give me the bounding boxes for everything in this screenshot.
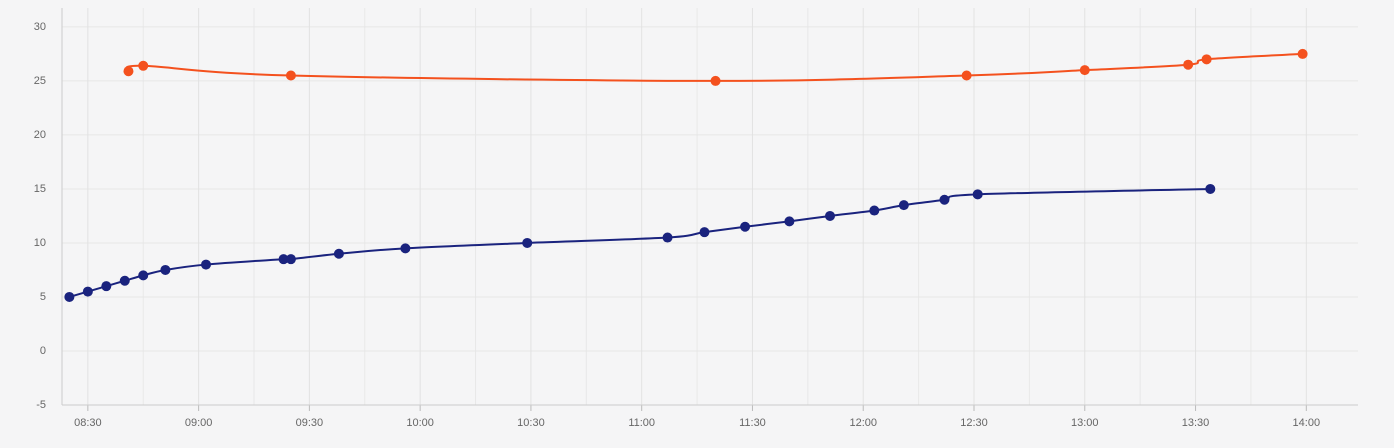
series-line xyxy=(125,52,1303,82)
x-tick-label: 13:30 xyxy=(1182,417,1210,429)
data-point xyxy=(939,194,950,205)
data-point xyxy=(278,254,289,265)
data-point xyxy=(699,227,710,238)
data-point xyxy=(201,259,211,270)
data-point xyxy=(784,216,795,227)
data-point xyxy=(160,264,171,275)
y-tick-label: -5 xyxy=(36,399,46,411)
y-tick-label: 25 xyxy=(34,75,46,87)
data-point xyxy=(740,221,751,232)
data-point xyxy=(1079,65,1090,76)
data-point xyxy=(119,275,130,286)
data-point xyxy=(898,200,909,211)
data-point xyxy=(101,281,112,292)
data-point xyxy=(123,66,134,77)
data-point xyxy=(333,248,344,259)
x-tick-label: 10:30 xyxy=(517,417,545,429)
data-point xyxy=(1183,59,1194,70)
data-point xyxy=(662,232,673,243)
data-point xyxy=(522,237,533,248)
data-point xyxy=(961,70,972,81)
x-tick-label: 09:30 xyxy=(296,417,324,429)
data-point xyxy=(82,286,93,297)
x-tick-label: 11:00 xyxy=(628,417,655,429)
y-tick-label: 10 xyxy=(34,237,46,249)
data-point xyxy=(285,70,296,81)
data-point xyxy=(1205,183,1216,194)
data-point xyxy=(400,243,411,254)
data-point xyxy=(138,270,149,281)
x-tick-label: 11:30 xyxy=(739,417,766,429)
y-tick-label: 5 xyxy=(40,291,46,303)
x-tick-label: 13:00 xyxy=(1071,417,1099,429)
x-tick-label: 12:30 xyxy=(960,417,988,429)
data-point xyxy=(869,205,880,216)
x-tick-label: 12:00 xyxy=(849,417,877,429)
data-point xyxy=(64,291,75,302)
data-point xyxy=(1297,48,1308,59)
x-tick-label: 14:00 xyxy=(1293,417,1321,429)
data-point xyxy=(972,189,983,200)
y-tick-label: 30 xyxy=(34,21,46,33)
y-tick-label: 15 xyxy=(34,183,46,195)
data-point xyxy=(710,75,721,86)
data-point xyxy=(285,254,296,265)
data-point xyxy=(1201,54,1212,65)
data-point xyxy=(138,60,149,71)
data-point xyxy=(825,210,835,221)
x-tick-label: 09:00 xyxy=(185,417,213,429)
x-tick-label: 08:30 xyxy=(74,417,102,429)
y-tick-label: 0 xyxy=(40,345,46,357)
x-tick-label: 10:00 xyxy=(406,417,434,429)
y-tick-label: 20 xyxy=(34,129,46,141)
